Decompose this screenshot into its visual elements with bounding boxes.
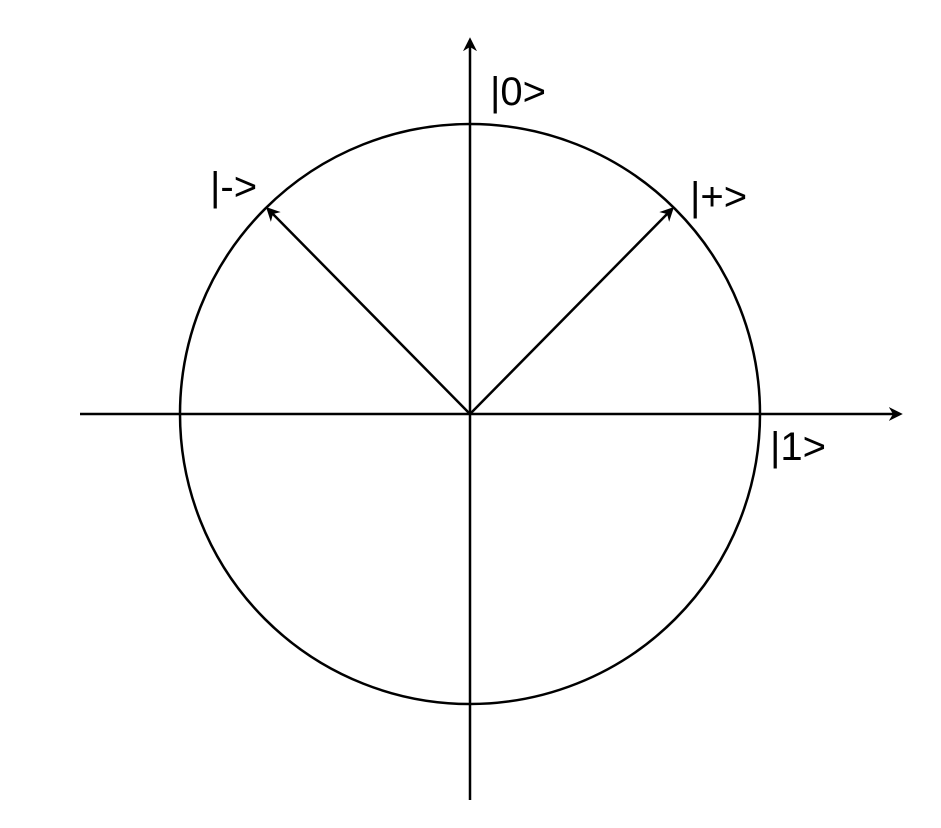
vector-minus: [268, 209, 470, 414]
vector-plus: [470, 209, 672, 414]
label-ket-plus: |+>: [690, 175, 747, 219]
label-ket-minus: |->: [210, 165, 257, 209]
quantum-state-diagram: |0> |1> |+> |->: [0, 0, 941, 828]
label-ket-zero: |0>: [490, 70, 546, 114]
label-ket-one: |1>: [770, 425, 826, 469]
